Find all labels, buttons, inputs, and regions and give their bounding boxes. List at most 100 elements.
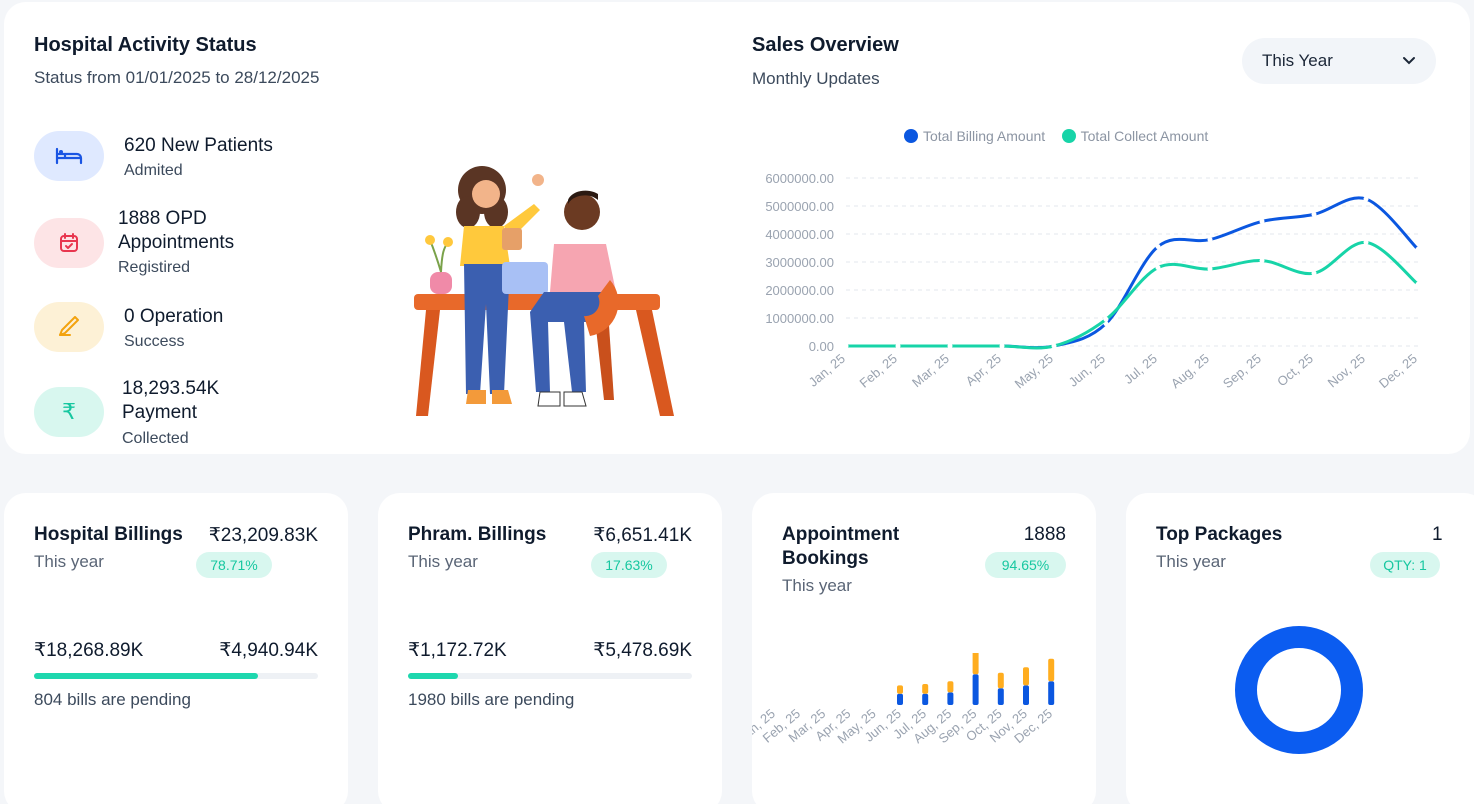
y-tick-label: 4000000.00 xyxy=(765,227,834,242)
x-tick-label: Oct, 25 xyxy=(1274,351,1316,389)
x-tick-label: Dec, 25 xyxy=(1376,351,1420,391)
data-point[interactable] xyxy=(1311,211,1317,217)
legend-billing-dot xyxy=(904,129,918,143)
opd-appointments: Appointments xyxy=(118,232,235,253)
activity-subtitle: Status from 01/01/2025 to 28/12/2025 xyxy=(34,68,320,87)
data-point[interactable] xyxy=(1103,321,1109,327)
data-point[interactable] xyxy=(1415,281,1421,287)
donut-slice[interactable] xyxy=(1235,626,1363,754)
data-point[interactable] xyxy=(1259,258,1265,264)
appointment-bookings-percent-badge: 94.65% xyxy=(985,552,1066,578)
series-line-billing xyxy=(846,196,1420,350)
bar-segment[interactable] xyxy=(922,684,929,694)
x-tick-label: Aug, 25 xyxy=(1168,351,1212,391)
bar-segment[interactable] xyxy=(897,693,903,705)
pharm-billings-card: Phram. Billings ₹6,651.41K This year 17.… xyxy=(378,493,722,804)
hospital-billings-value: ₹23,209.83K xyxy=(208,525,318,546)
sales-line-chart: 6000000.00 5000000.00 4000000.00 3000000.00… xyxy=(765,171,1421,391)
pharm-billings-percent-badge: 17.63% xyxy=(591,552,667,578)
series-line-collect xyxy=(846,240,1419,350)
pharm-billings-due: ₹5,478.69K xyxy=(593,640,692,661)
legend-collect-label: Total Collect Amount xyxy=(1080,128,1209,144)
legend-collect[interactable]: Total Collect Amount xyxy=(1061,128,1209,144)
appointment-bookings-period: This year xyxy=(782,576,852,595)
top-packages-value: 1 xyxy=(1432,524,1443,545)
new-patients-count: 620 New Patients xyxy=(124,135,273,156)
legend-collect-dot xyxy=(1061,129,1076,143)
opd-count: 1888 OPD xyxy=(118,208,207,229)
data-point[interactable] xyxy=(947,343,953,349)
top-packages-title: Top Packages xyxy=(1156,524,1283,545)
bar-segment[interactable] xyxy=(997,672,1004,689)
x-tick-label: Jun, 25 xyxy=(1066,351,1108,390)
rupee-icon: ₹ xyxy=(34,387,104,437)
x-tick-label: Mar, 25 xyxy=(909,351,952,390)
y-tick-label: 5000000.00 xyxy=(765,199,834,214)
bar-segment[interactable] xyxy=(947,681,954,693)
data-point[interactable] xyxy=(1363,239,1369,245)
pharm-billings-title: Phram. Billings xyxy=(408,524,547,545)
y-tick-label: 0.00 xyxy=(809,339,834,354)
scalpel-icon xyxy=(34,302,104,352)
data-point[interactable] xyxy=(1207,266,1213,272)
bar-segment[interactable] xyxy=(997,688,1004,705)
bed-icon xyxy=(34,131,104,181)
sales-subtitle: Monthly Updates xyxy=(752,69,880,88)
y-tick-label: 2000000.00 xyxy=(765,283,834,298)
pharm-billings-collected: ₹1,172.72K xyxy=(408,640,507,661)
y-tick-label: 3000000.00 xyxy=(765,255,834,270)
top-packages-qty-badge: QTY: 1 xyxy=(1370,552,1440,578)
sales-legend: Total Billing Amount Total Collect Amoun… xyxy=(904,128,1220,148)
pharm-billings-progress-fill xyxy=(408,673,459,679)
new-patients-label: Admited xyxy=(124,162,183,179)
data-point[interactable] xyxy=(1311,270,1317,276)
bar-segment[interactable] xyxy=(972,653,979,675)
appointment-bookings-value: 1888 xyxy=(1023,524,1066,545)
bar-segment[interactable] xyxy=(1023,667,1029,686)
top-packages-donut-chart xyxy=(1235,626,1363,754)
data-point[interactable] xyxy=(1051,343,1057,349)
sales-title: Sales Overview xyxy=(752,34,899,56)
bar-segment[interactable] xyxy=(1023,685,1029,705)
hospital-billings-progress-fill xyxy=(34,673,258,679)
x-tick-label: Feb, 25 xyxy=(857,351,900,391)
bar-segment[interactable] xyxy=(922,693,929,705)
data-point[interactable] xyxy=(895,343,901,349)
data-point[interactable] xyxy=(999,343,1005,349)
period-dropdown-value: This Year xyxy=(1262,51,1333,70)
data-point[interactable] xyxy=(843,343,849,349)
period-dropdown[interactable]: This Year xyxy=(1242,38,1436,84)
x-tick-label: Sep, 25 xyxy=(1220,351,1264,391)
bar-segment[interactable] xyxy=(1048,658,1055,682)
data-point[interactable] xyxy=(1363,196,1369,202)
top-packages-period: This year xyxy=(1156,552,1226,571)
bar-segment[interactable] xyxy=(897,685,903,694)
legend-billing[interactable]: Total Billing Amount xyxy=(904,128,1045,144)
x-tick-label: Apr, 25 xyxy=(963,351,1004,389)
y-tick-label: 1000000.00 xyxy=(765,311,834,326)
payment-label: Collected xyxy=(122,430,189,447)
appointment-bookings-title-line1: Appointment xyxy=(782,524,900,545)
activity-title: Hospital Activity Status xyxy=(34,34,257,56)
hospital-billings-title: Hospital Billings xyxy=(34,524,183,545)
data-point[interactable] xyxy=(1259,218,1265,224)
payment-word: Payment xyxy=(122,402,197,423)
hospital-billings-due: ₹4,940.94K xyxy=(219,640,318,661)
data-point[interactable] xyxy=(1207,237,1213,243)
x-tick-label: Nov, 25 xyxy=(1325,351,1368,391)
opd-label: Registired xyxy=(118,259,191,276)
data-point[interactable] xyxy=(1103,316,1109,322)
data-point[interactable] xyxy=(1155,244,1161,250)
calendar-check-icon xyxy=(34,218,104,268)
top-packages-card: Top Packages 1 This year QTY: 1 xyxy=(1126,493,1474,804)
pharm-billings-value: ₹6,651.41K xyxy=(593,525,692,546)
chevron-down-icon xyxy=(1403,57,1415,65)
data-point[interactable] xyxy=(1415,246,1421,252)
hospital-billings-pending: 804 bills are pending xyxy=(34,690,191,709)
bar-segment[interactable] xyxy=(947,692,954,705)
bar-segment[interactable] xyxy=(1048,681,1055,705)
appointment-bookings-title-line2: Bookings xyxy=(782,548,869,569)
bar-segment[interactable] xyxy=(972,674,979,705)
data-point[interactable] xyxy=(1155,265,1161,271)
